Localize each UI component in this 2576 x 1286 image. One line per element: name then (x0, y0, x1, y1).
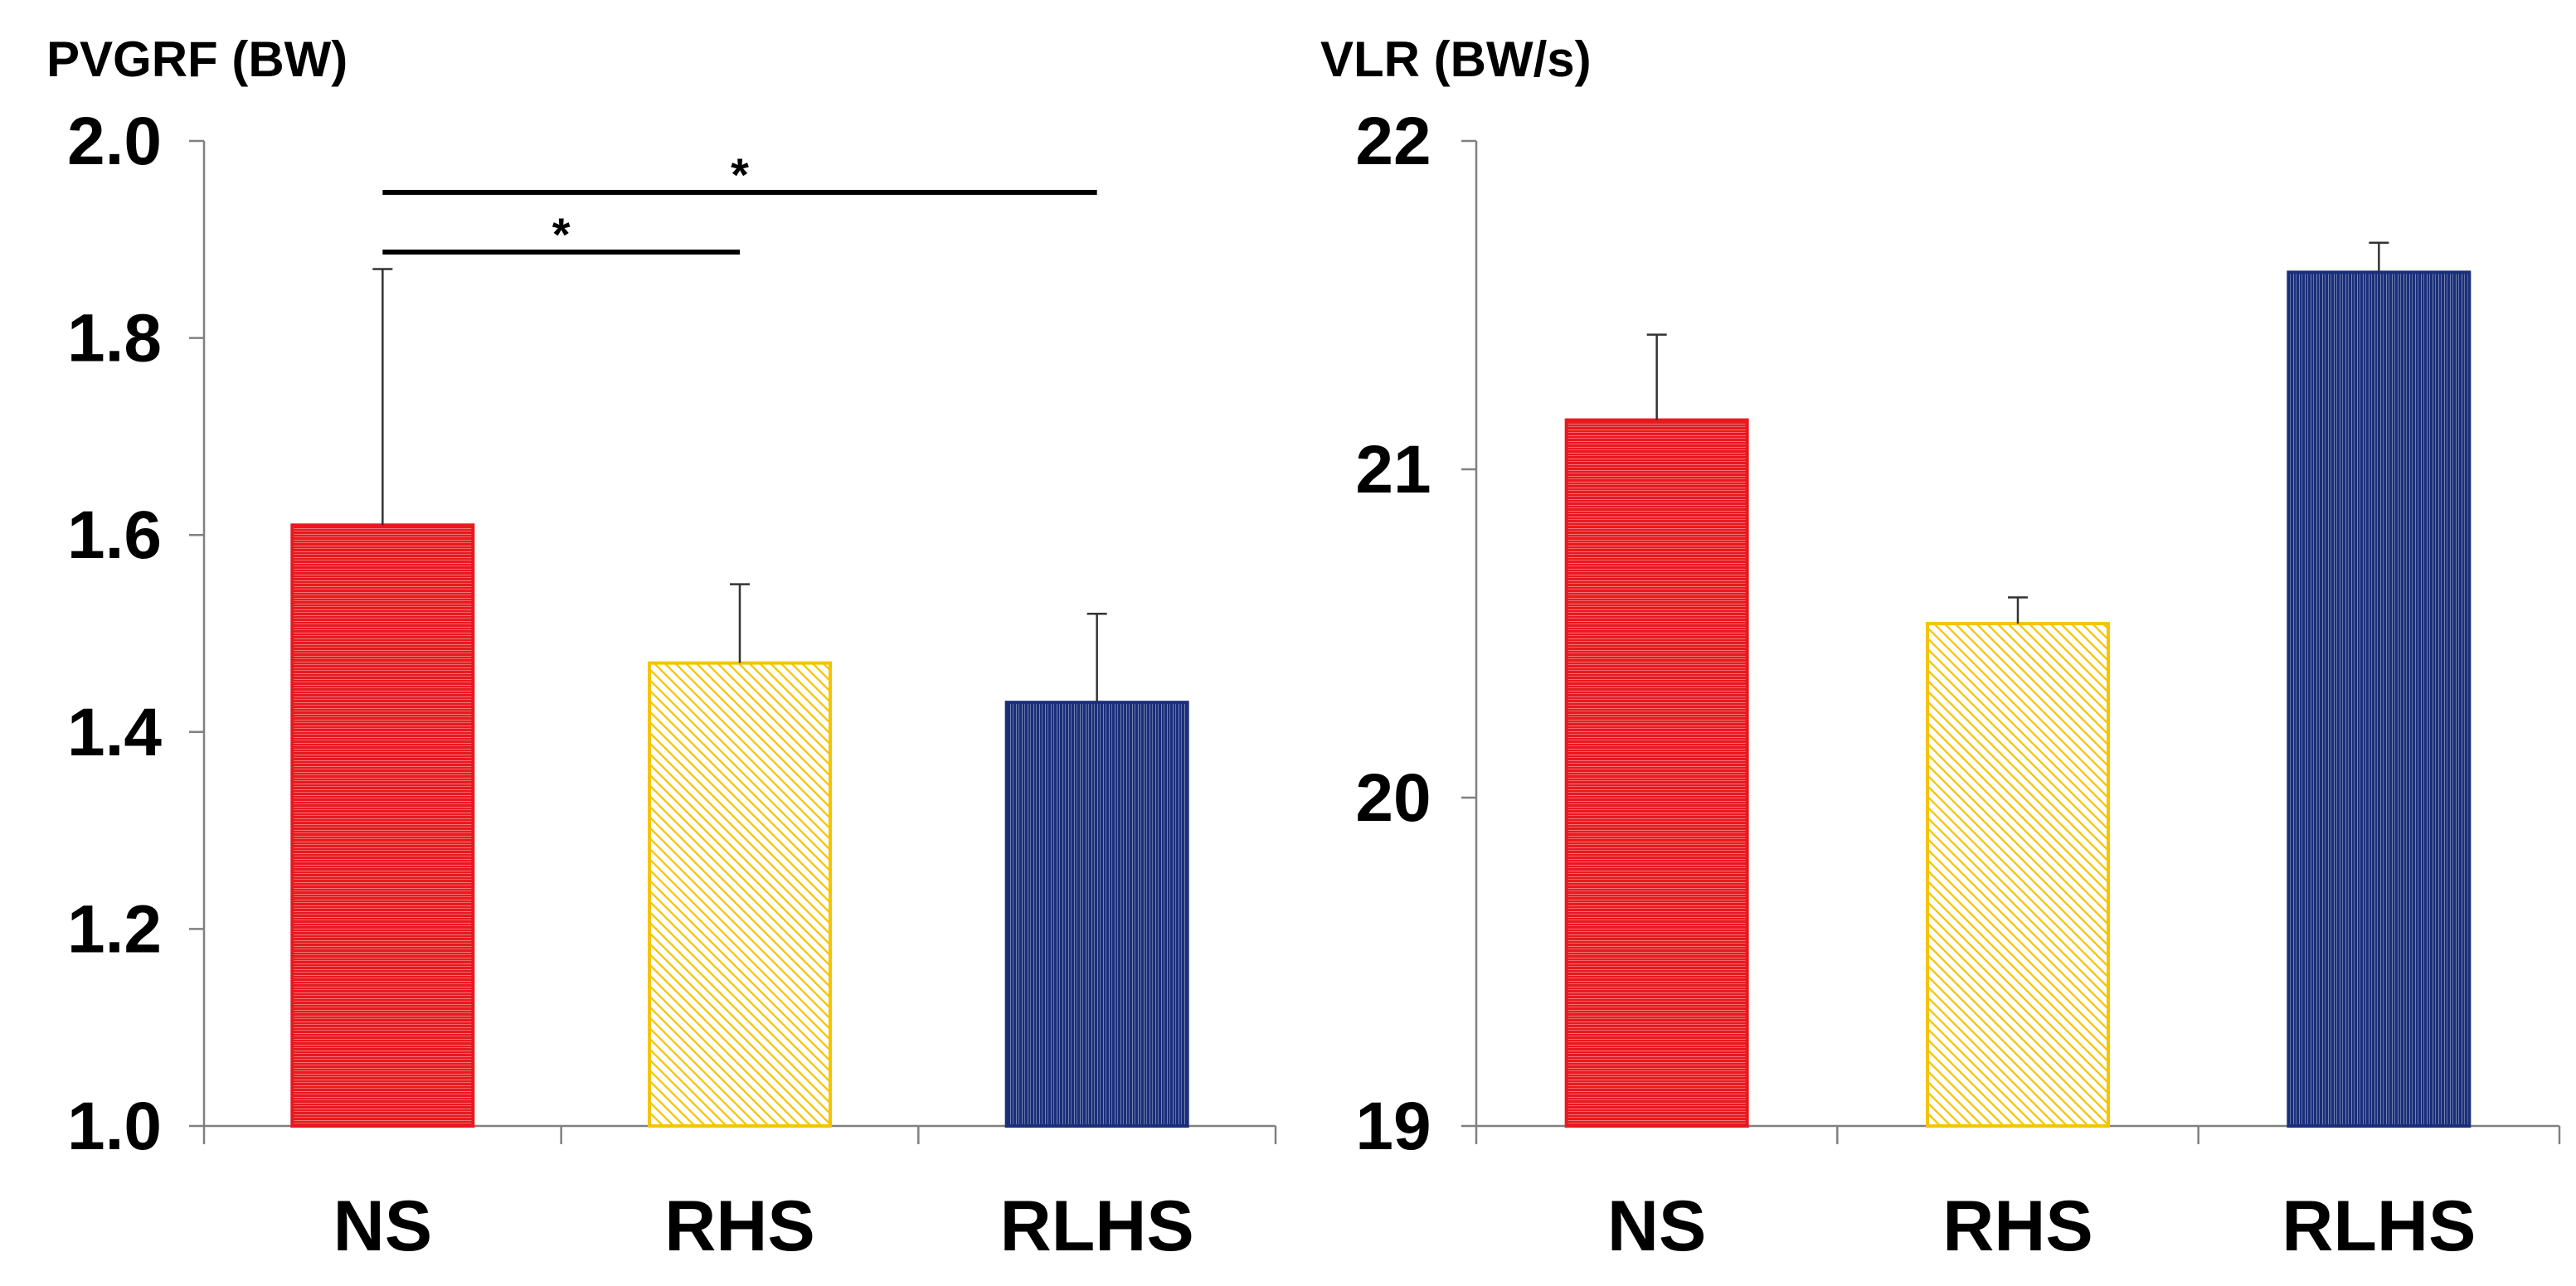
vlr-x-ticks: NS RHS RLHS (1607, 1187, 2476, 1266)
y-tick-label: 1.6 (67, 497, 162, 573)
y-tick-label: 20 (1355, 760, 1431, 836)
vlr-panel: VLR (BW/s) 19 20 21 22 NS RHS RLHS (1320, 32, 2561, 1266)
x-tick-label: NS (333, 1187, 432, 1266)
vlr-y-ticks: 19 20 21 22 (1355, 104, 1431, 1164)
y-tick-label: 22 (1355, 104, 1431, 179)
bar-rlhs (2287, 270, 2472, 1128)
x-tick-label: RHS (1942, 1187, 2093, 1266)
vlr-title: VLR (BW/s) (1320, 32, 1592, 87)
y-tick-label: 1.8 (67, 301, 162, 376)
pvgrf-title: PVGRF (BW) (46, 32, 348, 87)
bar-ns (1564, 418, 1749, 1128)
bar-rhs (1926, 622, 2110, 1128)
y-tick-label: 21 (1355, 432, 1431, 507)
pvgrf-x-ticks: NS RHS RLHS (333, 1187, 1194, 1266)
bar-ns (290, 523, 475, 1128)
y-tick-label: 2.0 (67, 104, 162, 179)
bar-rhs (648, 661, 832, 1128)
y-tick-label: 1.0 (67, 1089, 162, 1164)
x-tick-label: RHS (664, 1187, 815, 1266)
x-tick-label: RLHS (1000, 1187, 1194, 1266)
y-tick-label: 1.4 (67, 695, 162, 770)
x-tick-label: NS (1607, 1187, 1706, 1266)
pvgrf-y-ticks: 1.0 1.2 1.4 1.6 1.8 2.0 (67, 104, 162, 1164)
bar-rlhs (1004, 701, 1189, 1128)
pvgrf-panel: PVGRF (BW) 1.0 1.2 1.4 1.6 1.8 2.0 NS RH… (46, 32, 1277, 1266)
pvgrf-significance: * * (552, 148, 749, 260)
significance-star: * (731, 148, 749, 201)
y-tick-label: 19 (1355, 1089, 1431, 1164)
y-tick-label: 1.2 (67, 891, 162, 967)
significance-star: * (552, 208, 571, 260)
x-tick-label: RLHS (2282, 1187, 2476, 1266)
